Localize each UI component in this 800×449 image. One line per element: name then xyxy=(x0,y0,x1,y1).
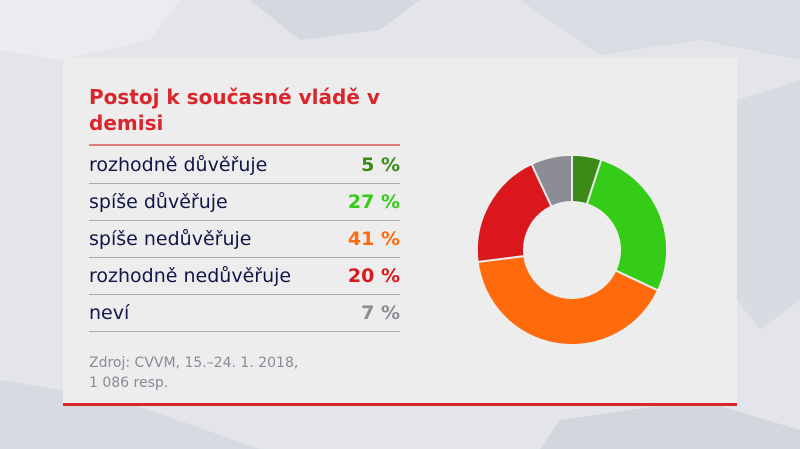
donut-slice xyxy=(476,254,660,346)
legend-value: 5 % xyxy=(361,153,400,176)
legend-label: rozhodně nedůvěřuje xyxy=(89,264,292,287)
legend-label: neví xyxy=(89,301,130,324)
legend-label: spíše důvěřuje xyxy=(89,190,228,213)
legend-row: spíše důvěřuje 27 % xyxy=(89,184,400,221)
donut-chart xyxy=(476,153,669,346)
legend-row: spíše nedůvěřuje 41 % xyxy=(89,221,400,258)
chart-title: Postoj k současné vládě v demisi xyxy=(89,85,380,135)
legend-value: 7 % xyxy=(361,301,400,324)
source-line: 1 086 resp. xyxy=(89,375,169,391)
legend-label: rozhodně důvěřuje xyxy=(89,153,268,176)
legend-row: neví 7 % xyxy=(89,295,400,332)
source-note: Zdroj: CVVM, 15.–24. 1. 2018, 1 086 resp… xyxy=(89,353,389,393)
legend-label: spíše nedůvěřuje xyxy=(89,227,252,250)
legend-row: rozhodně nedůvěřuje 20 % xyxy=(89,258,400,295)
donut-slice xyxy=(585,158,669,292)
source-line: Zdroj: CVVM, 15.–24. 1. 2018, xyxy=(89,355,299,371)
legend-value: 27 % xyxy=(347,190,400,213)
panel-bottom-rule xyxy=(63,403,737,406)
title-divider xyxy=(89,144,400,146)
legend-value: 20 % xyxy=(347,264,400,287)
legend-table: rozhodně důvěřuje 5 % spíše důvěřuje 27 … xyxy=(89,147,400,332)
legend-value: 41 % xyxy=(347,227,400,250)
donut-slice xyxy=(530,153,573,208)
legend-row: rozhodně důvěřuje 5 % xyxy=(89,147,400,184)
